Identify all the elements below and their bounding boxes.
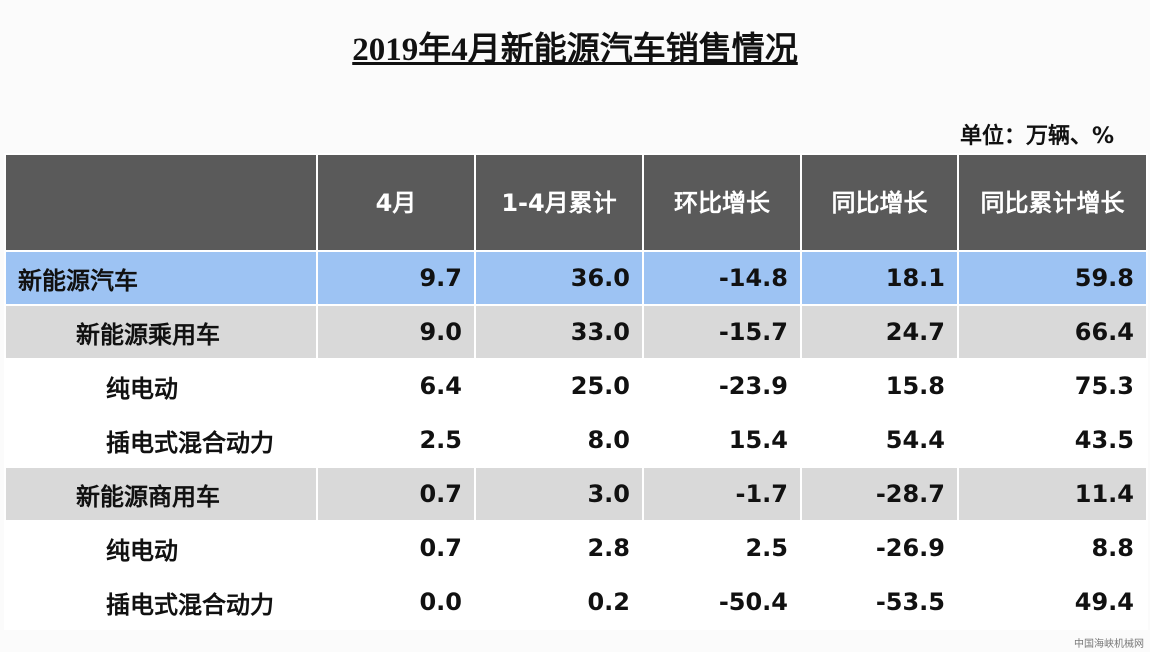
value-cell: 49.4 bbox=[957, 574, 1148, 630]
value-cell: 0.0 bbox=[316, 574, 476, 630]
value-cell: 9.0 bbox=[316, 304, 476, 360]
header-cell: 环比增长 bbox=[642, 153, 802, 252]
row-label: 新能源商用车 bbox=[4, 466, 318, 522]
row-label: 纯电动 bbox=[4, 520, 318, 576]
value-cell: 2.5 bbox=[642, 520, 802, 576]
value-cell: -15.7 bbox=[642, 304, 802, 360]
value-cell: -1.7 bbox=[642, 466, 802, 522]
table-row: 新能源商用车 0.7 3.0 -1.7 -28.7 11.4 bbox=[4, 466, 1148, 522]
value-cell: 15.4 bbox=[642, 412, 802, 468]
table-body: 新能源汽车 9.7 36.0 -14.8 18.1 59.8 新能源乘用车 9.0 33.0 -1… bbox=[4, 250, 1148, 630]
row-label: 纯电动 bbox=[4, 358, 318, 414]
value-cell: 11.4 bbox=[957, 466, 1148, 522]
header-cell: 同比增长 bbox=[800, 153, 959, 252]
value-cell: -23.9 bbox=[642, 358, 802, 414]
value-cell: 18.1 bbox=[800, 250, 959, 306]
value-cell: -26.9 bbox=[800, 520, 959, 576]
table-row: 纯电动 6.4 25.0 -23.9 15.8 75.3 bbox=[4, 358, 1148, 414]
value-cell: 0.7 bbox=[316, 520, 476, 576]
value-cell: 59.8 bbox=[957, 250, 1148, 306]
table-row: 新能源乘用车 9.0 33.0 -15.7 24.7 66.4 bbox=[4, 304, 1148, 360]
header-row: 4月 1-4月累计 环比增长 同比增长 同比累计增长 bbox=[4, 153, 1148, 252]
value-cell: 8.0 bbox=[474, 412, 644, 468]
table-row: 纯电动 0.7 2.8 2.5 -26.9 8.8 bbox=[4, 520, 1148, 576]
header-cell bbox=[4, 153, 318, 252]
row-label: 插电式混合动力 bbox=[4, 412, 318, 468]
value-cell: 43.5 bbox=[957, 412, 1148, 468]
value-cell: 24.7 bbox=[800, 304, 959, 360]
header-cell: 4月 bbox=[316, 153, 476, 252]
value-cell: -14.8 bbox=[642, 250, 802, 306]
title: 2019年4月新能源汽车销售情况 bbox=[352, 32, 798, 68]
value-cell: -50.4 bbox=[642, 574, 802, 630]
sales-table: 4月 1-4月累计 环比增长 同比增长 同比累计增长 新能源汽车 9.7 36.0 -14.8… bbox=[4, 153, 1148, 630]
value-cell: 2.5 bbox=[316, 412, 476, 468]
row-label: 新能源乘用车 bbox=[4, 304, 318, 360]
watermark: 中国海峡机械网 bbox=[1074, 639, 1144, 650]
header-cell: 1-4月累计 bbox=[474, 153, 644, 252]
value-cell: 6.4 bbox=[316, 358, 476, 414]
value-cell: 8.8 bbox=[957, 520, 1148, 576]
value-cell: 25.0 bbox=[474, 358, 644, 414]
value-cell: 75.3 bbox=[957, 358, 1148, 414]
header-cell: 同比累计增长 bbox=[957, 153, 1148, 252]
table-row: 插电式混合动力 2.5 8.0 15.4 54.4 43.5 bbox=[4, 412, 1148, 468]
table-row: 插电式混合动力 0.0 0.2 -50.4 -53.5 49.4 bbox=[4, 574, 1148, 630]
value-cell: 9.7 bbox=[316, 250, 476, 306]
value-cell: 15.8 bbox=[800, 358, 959, 414]
table-row: 新能源汽车 9.7 36.0 -14.8 18.1 59.8 bbox=[4, 250, 1148, 306]
unit-label: 单位：万辆、% bbox=[959, 124, 1114, 149]
value-cell: 66.4 bbox=[957, 304, 1148, 360]
value-cell: -53.5 bbox=[800, 574, 959, 630]
value-cell: -28.7 bbox=[800, 466, 959, 522]
value-cell: 0.7 bbox=[316, 466, 476, 522]
value-cell: 0.2 bbox=[474, 574, 644, 630]
value-cell: 3.0 bbox=[474, 466, 644, 522]
value-cell: 54.4 bbox=[800, 412, 959, 468]
value-cell: 2.8 bbox=[474, 520, 644, 576]
row-label: 插电式混合动力 bbox=[4, 574, 318, 630]
value-cell: 36.0 bbox=[474, 250, 644, 306]
value-cell: 33.0 bbox=[474, 304, 644, 360]
row-label: 新能源汽车 bbox=[4, 250, 318, 306]
